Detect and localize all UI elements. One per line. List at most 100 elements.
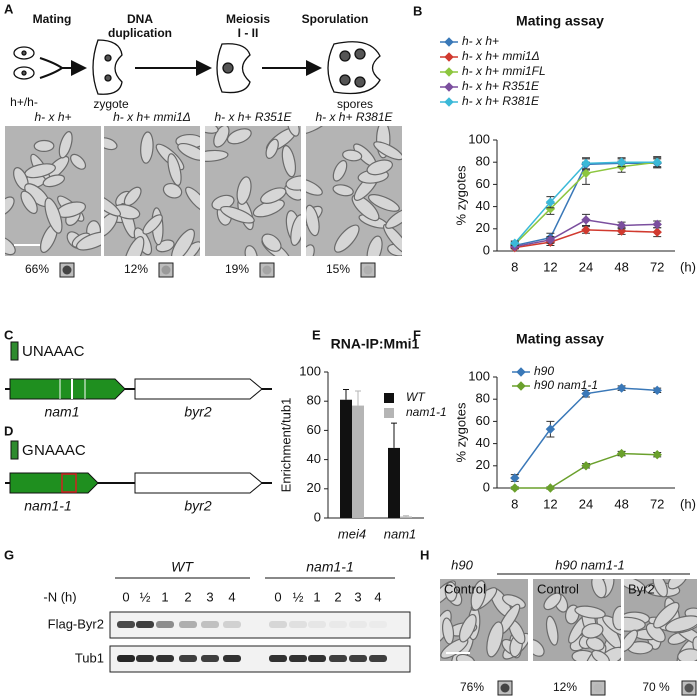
cell [385,208,402,229]
cell [624,629,638,653]
point [581,215,591,225]
cell [281,145,297,178]
y-axis-label: % zygotes [453,402,468,462]
life-cycle-diagram [13,39,381,95]
micrograph-title: h- x h+ R351E [214,110,292,124]
y-tick-label: 0 [483,479,490,494]
legend-label: h- x h+ R351E [462,79,540,93]
timepoint: ½ [293,589,304,604]
timepoint: 4 [374,589,381,604]
legend-label: WT [406,390,426,404]
gene-label: byr2 [184,404,211,420]
band [369,621,387,628]
cell [5,236,16,256]
point [510,483,520,493]
x-tick-label: 72 [650,259,664,274]
cell [20,190,38,215]
timepoint: 1 [161,589,168,604]
point [444,52,454,62]
y-tick-label: 80 [476,154,490,169]
percent-swatch-dot [62,265,72,275]
cell [260,187,287,204]
micrograph [533,579,621,661]
y-axis-label: % zygotes [453,165,468,225]
cell [306,244,315,256]
micrograph-title: h- x h+ R381E [315,110,393,124]
percent-label: 70 % [642,680,670,694]
row-label: Tub1 [75,650,104,665]
cell [285,175,301,191]
band [308,655,326,662]
bar [400,516,412,518]
y-tick-label: 20 [307,480,321,495]
step-label: duplication [108,26,172,40]
step-label: DNA [127,12,153,26]
image-label: Control [537,581,579,596]
error-bar [403,515,409,517]
panel-letter: F [413,327,421,342]
band [329,655,347,662]
y-tick-label: 20 [476,457,490,472]
cell [142,214,163,235]
cell [167,153,182,186]
cell [342,149,363,162]
cell [444,581,458,602]
band [156,655,174,662]
cell [383,223,402,255]
strain-label: h90 [451,557,473,572]
legend-label: h- x h+ [462,34,499,48]
cell [612,605,621,631]
cell [581,622,604,639]
cell [306,204,320,237]
step-label: Sporulation [302,12,369,26]
y-tick-label: 100 [299,363,321,378]
x-tick-label: 8 [511,496,518,511]
point [616,383,627,393]
cell [104,192,122,217]
timepoint: 0 [122,589,129,604]
point [616,157,627,167]
point [510,238,520,248]
cell [185,186,200,213]
band [136,655,154,662]
motif-mutation: G [22,442,34,459]
micrograph [306,126,402,256]
percent-swatch-dot [161,265,171,275]
cell [585,636,605,652]
timepoint: 3 [354,589,361,604]
strain-label: WT [171,559,194,575]
bar [388,447,400,518]
cell [373,141,402,161]
band [308,621,326,628]
legend-swatch [384,393,394,403]
band [269,655,287,662]
cell [624,579,646,592]
percent-label: 19% [225,262,249,276]
micrograph [440,579,528,661]
micrograph [5,126,101,256]
point [545,235,556,245]
panel-letter: E [312,327,321,342]
point [444,67,454,77]
gene-diagram [5,341,272,494]
cell [458,613,477,643]
percent-swatch-dot [363,265,373,275]
point [581,225,591,235]
cell [220,205,255,224]
step-label: Meiosis [226,12,270,26]
cell [226,128,252,145]
timepoint: 4 [228,589,235,604]
cell-label: h+/h- [10,95,38,109]
band [156,621,174,628]
chart-title: Mating assay [516,331,604,347]
percent-label: 12% [124,262,148,276]
cell [599,646,621,661]
cell [591,579,607,599]
band [117,655,135,662]
cell [287,126,300,137]
cell [366,235,383,256]
point [652,449,662,460]
x-tick-label: 12 [543,496,557,511]
x-tick-label: 24 [579,259,593,274]
gene-label: byr2 [184,498,211,514]
